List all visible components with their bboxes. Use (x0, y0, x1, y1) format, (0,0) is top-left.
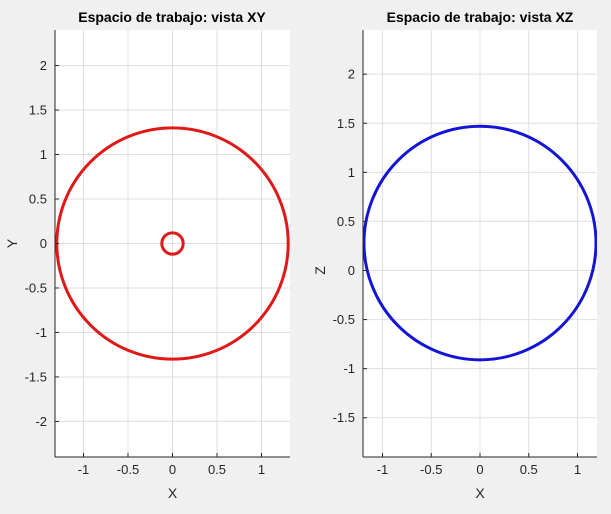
x-tick-label: -1 (78, 462, 90, 477)
chart-title: Espacio de trabajo: vista XY (78, 9, 266, 25)
x-tick-label: 0 (476, 462, 483, 477)
y-tick-label: -1.5 (333, 410, 355, 425)
y-tick-label: 0.5 (29, 192, 47, 207)
y-axis-label: Z (312, 266, 328, 275)
x-tick-label: -0.5 (420, 462, 442, 477)
y-tick-label: -1 (35, 325, 47, 340)
y-tick-label: 0 (40, 236, 47, 251)
x-axis-label: X (475, 485, 485, 501)
series-circle-1 (160, 231, 185, 256)
y-tick-label: 1 (348, 165, 355, 180)
x-tick-label: 0 (169, 462, 176, 477)
x-axis-label: X (168, 485, 178, 501)
y-tick-label: -2 (35, 414, 47, 429)
y-tick-label: -0.5 (333, 312, 355, 327)
plot-xy: -1 -0.5 0 0.5 1 -2 -1.5 -1 -0.5 0 0.5 1 1.5 2 Espacio … (4, 9, 290, 501)
y-tick-label: 1.5 (337, 116, 355, 131)
x-tick-label: 1 (574, 462, 581, 477)
series-circle-0 (363, 124, 597, 362)
y-tick-label: 1.5 (29, 103, 47, 118)
x-tick-label: 0.5 (520, 462, 538, 477)
y-tick-label: -1 (343, 361, 355, 376)
y-tick-label: 0.5 (337, 214, 355, 229)
x-tick-label: 1 (258, 462, 265, 477)
x-tick-label: -1 (377, 462, 389, 477)
y-axis-label: Y (4, 238, 20, 248)
y-tick-label: 2 (40, 58, 47, 73)
y-tick-label: -1.5 (25, 369, 47, 384)
plot-xz: -1 -0.5 0 0.5 1 -1.5 -1 -0.5 0 0.5 1 1.5 2 Espacio de… (312, 9, 597, 501)
x-tick-label: 0.5 (208, 462, 226, 477)
y-tick-label: -0.5 (25, 280, 47, 295)
y-tick-label: 0 (348, 263, 355, 278)
x-tick-label: -0.5 (117, 462, 139, 477)
y-tick-label: 2 (348, 67, 355, 82)
chart-title: Espacio de trabajo: vista XZ (387, 9, 574, 25)
y-tick-label: 1 (40, 147, 47, 162)
